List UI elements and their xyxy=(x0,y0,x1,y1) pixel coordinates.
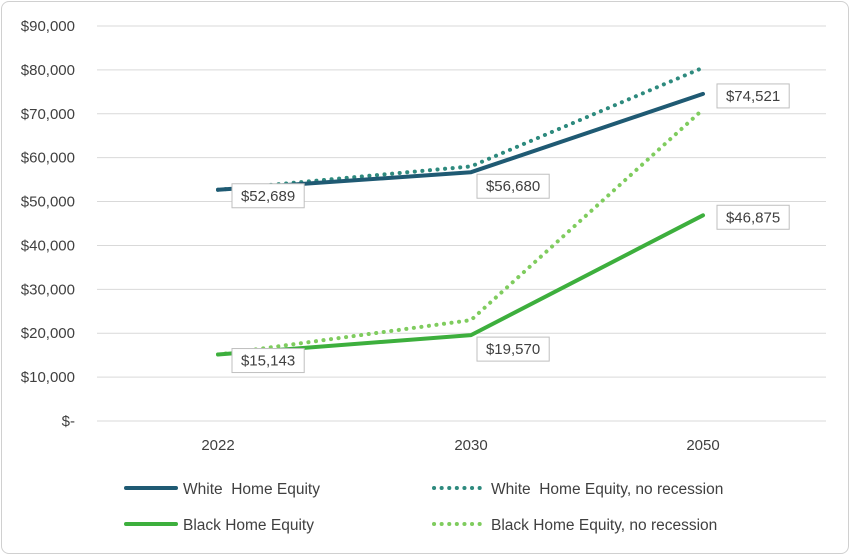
y-tick-label: $30,000 xyxy=(21,281,75,298)
data-label-box xyxy=(476,336,550,362)
y-tick-label: $40,000 xyxy=(21,237,75,254)
data-label: $74,521 xyxy=(716,83,790,109)
data-label-text: $19,570 xyxy=(486,341,540,358)
gridlines xyxy=(97,25,826,422)
y-tick-label: $70,000 xyxy=(21,106,75,123)
y-tick-label: $20,000 xyxy=(21,325,75,342)
legend-label: Black Home Equity, no recession xyxy=(491,517,717,534)
data-label-text: $15,143 xyxy=(241,353,295,370)
data-label-box xyxy=(231,183,305,209)
data-labels: $52,689 $56,680 $74,521 $15,143 $19,570 $46,8… xyxy=(231,83,790,374)
data-label: $52,689 xyxy=(231,183,305,209)
data-label-box xyxy=(476,173,550,199)
data-label: $46,875 xyxy=(716,204,790,230)
legend: White Home Equity White Home Equity, no r… xyxy=(124,481,723,534)
data-label-text: $74,521 xyxy=(726,88,780,105)
series-lines xyxy=(216,65,705,357)
y-tick-label: $- xyxy=(62,413,75,430)
legend-item: White Home Equity xyxy=(124,481,320,498)
data-label-box xyxy=(231,348,305,374)
y-tick-label: $80,000 xyxy=(21,62,75,79)
y-axis-tick-labels: $- $10,000 $20,000 $30,000 $40,000 $50,000 $60… xyxy=(21,18,75,430)
x-axis-tick-labels: 2022 2030 2050 xyxy=(201,437,719,454)
data-label: $19,570 xyxy=(476,336,550,362)
data-label-box xyxy=(716,83,790,109)
x-tick-label: 2030 xyxy=(454,437,487,454)
data-label-box xyxy=(716,204,790,230)
series-line-black-home-equity-no-recession xyxy=(216,107,705,357)
x-tick-label: 2022 xyxy=(201,437,234,454)
legend-item: White Home Equity, no recession xyxy=(432,481,723,498)
data-label: $56,680 xyxy=(476,173,550,199)
data-label: $15,143 xyxy=(231,348,305,374)
legend-label: Black Home Equity xyxy=(183,517,314,534)
y-tick-label: $90,000 xyxy=(21,18,75,35)
data-label-text: $46,875 xyxy=(726,209,780,226)
x-tick-label: 2050 xyxy=(686,437,719,454)
y-tick-label: $60,000 xyxy=(21,150,75,167)
legend-label: White Home Equity xyxy=(183,481,320,498)
y-tick-label: $50,000 xyxy=(21,194,75,211)
data-label-text: $52,689 xyxy=(241,188,295,205)
legend-label: White Home Equity, no recession xyxy=(491,481,723,498)
data-label-text: $56,680 xyxy=(486,178,540,195)
series-line-black-home-equity xyxy=(216,213,705,357)
y-tick-label: $10,000 xyxy=(21,369,75,386)
legend-item: Black Home Equity, no recession xyxy=(432,517,717,534)
legend-item: Black Home Equity xyxy=(124,517,314,534)
